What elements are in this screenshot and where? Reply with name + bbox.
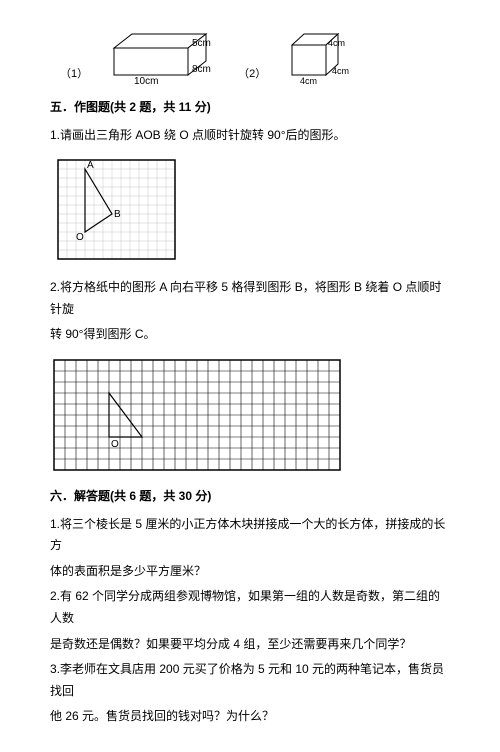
svg-text:O: O [76,232,84,243]
cuboid-icon: 5cm 8cm 10cm [108,30,218,85]
cuboid-w: 8cm [192,64,211,75]
cuboid-l: 10cm [134,76,158,85]
sec6-q2a: 2.有 62 个同学分成两组参观博物馆，如果第一组的人数是奇数，第二组的人数 [50,586,450,629]
grid1: A B O [50,152,183,267]
figure-row: （1） 5cm 8cm 10cm （2） 4cm 4cm 4cm [60,30,450,85]
page: （1） 5cm 8cm 10cm （2） 4cm 4cm 4cm 五．作图题(共… [0,0,500,752]
grid2: O [50,356,344,474]
sec6-title: 六．解答题(共 6 题，共 30 分) [50,486,450,508]
sec5-q2a: 2.将方格纸中的图形 A 向右平移 5 格得到图形 B，将图形 B 绕着 O 点… [50,277,450,320]
sec5-q2b: 转 90°得到图形 C。 [50,324,450,346]
sec6-q1b: 体的表面积是多少平方厘米？ [50,561,450,583]
svg-text:O: O [111,439,119,450]
sec6-q3b: 他 26 元。售货员找回的钱对吗？为什么？ [50,706,450,728]
sec5-title: 五．作图题(共 2 题，共 11 分) [50,97,450,119]
sec6-q1a: 1.将三个棱长是 5 厘米的小正方体木块拼接成一个大的长方体，拼接成的长方 [50,514,450,557]
cuboid-h: 5cm [192,38,211,49]
cube-b: 4cm [332,66,349,76]
svg-text:A: A [87,160,94,171]
fig2-label: （2） [238,65,266,85]
cube-c: 4cm [300,76,317,85]
sec6-q2b: 是奇数还是偶数？如果要平均分成 4 组，至少还需要再来几个同学？ [50,634,450,656]
cube-a: 4cm [328,38,345,48]
sec5-q1: 1.请画出三角形 AOB 绕 O 点顺时针旋转 90°后的图形。 [50,125,450,147]
cube-icon: 4cm 4cm 4cm [286,30,356,85]
sec6-q3a: 3.李老师在文具店用 200 元买了价格为 5 元和 10 元的两种笔记本，售货… [50,659,450,702]
fig1-label: （1） [60,65,88,85]
svg-text:B: B [114,209,121,220]
